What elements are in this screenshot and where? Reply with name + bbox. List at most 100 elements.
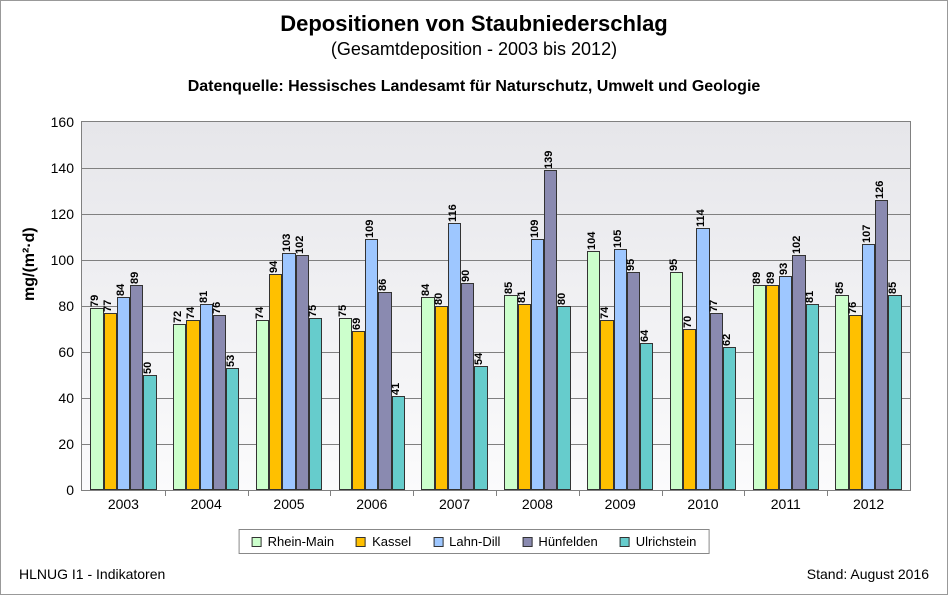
y-tick-label: 40 — [58, 390, 82, 406]
legend: Rhein-Main Kassel Lahn-Dill Hünfelden Ulrich… — [239, 529, 710, 554]
x-tick-mark — [330, 490, 331, 496]
x-tick-mark — [496, 490, 497, 496]
bar: 75 — [339, 318, 352, 491]
bar: 116 — [448, 223, 461, 490]
grid-line — [82, 168, 910, 169]
footer-left: HLNUG I1 - Indikatoren — [19, 566, 165, 582]
y-tick-label: 80 — [58, 298, 82, 314]
legend-item: Ulrichstein — [620, 534, 697, 549]
bar-value-label: 62 — [721, 334, 733, 346]
bar: 64 — [640, 343, 653, 490]
bar: 81 — [806, 304, 819, 490]
bar-value-label: 80 — [556, 293, 568, 305]
x-tick-label: 2008 — [522, 490, 553, 512]
bar: 103 — [282, 253, 295, 490]
bar: 80 — [557, 306, 570, 490]
legend-label: Hünfelden — [538, 534, 597, 549]
bar-value-label: 89 — [751, 272, 763, 284]
bar-value-label: 50 — [142, 362, 154, 374]
bar: 77 — [104, 313, 117, 490]
bar: 126 — [875, 200, 888, 490]
bar: 139 — [544, 170, 557, 490]
bar: 104 — [587, 251, 600, 490]
plot-area: 0204060801001201401602003797784895020047… — [81, 121, 911, 491]
bar: 85 — [835, 295, 848, 491]
bar: 95 — [670, 272, 683, 491]
legend-item: Hünfelden — [522, 534, 597, 549]
bar: 70 — [683, 329, 696, 490]
bar-value-label: 89 — [765, 272, 777, 284]
bar-value-label: 126 — [874, 181, 886, 199]
legend-item: Kassel — [356, 534, 411, 549]
bar-value-label: 116 — [447, 204, 459, 222]
legend-label: Kassel — [372, 534, 411, 549]
x-tick-mark — [413, 490, 414, 496]
bar: 72 — [173, 324, 186, 490]
bar-value-label: 41 — [390, 382, 402, 394]
bar-value-label: 79 — [89, 295, 101, 307]
bar: 54 — [474, 366, 487, 490]
bar-value-label: 94 — [268, 261, 280, 273]
bar-value-label: 107 — [861, 225, 873, 243]
bar-value-label: 77 — [708, 300, 720, 312]
bar: 94 — [269, 274, 282, 490]
bar: 114 — [696, 228, 709, 490]
bar: 90 — [461, 283, 474, 490]
bar-value-label: 89 — [129, 272, 141, 284]
bar: 75 — [309, 318, 322, 491]
grid-line — [82, 214, 910, 215]
x-tick-label: 2010 — [687, 490, 718, 512]
y-tick-label: 20 — [58, 436, 82, 452]
bar-value-label: 54 — [473, 353, 485, 365]
legend-swatch — [522, 537, 532, 547]
bar: 41 — [392, 396, 405, 490]
bar-value-label: 85 — [503, 281, 515, 293]
x-tick-label: 2004 — [191, 490, 222, 512]
bar-value-label: 85 — [834, 281, 846, 293]
bar-value-label: 74 — [599, 307, 611, 319]
bar-value-label: 72 — [172, 311, 184, 323]
bar-value-label: 85 — [887, 281, 899, 293]
bar-value-label: 93 — [778, 263, 790, 275]
y-axis-label: mg/(m²·d) — [21, 227, 39, 301]
legend-label: Lahn-Dill — [449, 534, 500, 549]
bar-value-label: 105 — [612, 229, 624, 247]
y-tick-label: 0 — [66, 482, 82, 498]
bar-value-label: 53 — [225, 355, 237, 367]
x-tick-label: 2012 — [853, 490, 884, 512]
legend-swatch — [433, 537, 443, 547]
x-tick-mark — [827, 490, 828, 496]
bar: 81 — [200, 304, 213, 490]
bar: 79 — [90, 308, 103, 490]
bar: 50 — [143, 375, 156, 490]
legend-swatch — [356, 537, 366, 547]
bar: 89 — [753, 285, 766, 490]
bar-value-label: 95 — [625, 258, 637, 270]
chart-subtitle: (Gesamtdeposition - 2003 bis 2012) — [1, 37, 947, 60]
bar: 74 — [186, 320, 199, 490]
bar-value-label: 81 — [198, 290, 210, 302]
bar-value-label: 109 — [529, 220, 541, 238]
bar-value-label: 102 — [294, 236, 306, 254]
y-tick-label: 140 — [51, 160, 82, 176]
bar-value-label: 64 — [639, 330, 651, 342]
x-tick-label: 2005 — [273, 490, 304, 512]
grid-line — [82, 260, 910, 261]
bar: 89 — [130, 285, 143, 490]
y-tick-label: 60 — [58, 344, 82, 360]
bar: 84 — [421, 297, 434, 490]
legend-item: Lahn-Dill — [433, 534, 500, 549]
y-tick-label: 100 — [51, 252, 82, 268]
y-tick-label: 120 — [51, 206, 82, 222]
legend-label: Rhein-Main — [268, 534, 334, 549]
bar-value-label: 95 — [668, 258, 680, 270]
bar-value-label: 86 — [377, 279, 389, 291]
bar: 105 — [614, 249, 627, 491]
bar-value-label: 74 — [254, 307, 266, 319]
x-tick-mark — [165, 490, 166, 496]
bar-value-label: 84 — [420, 284, 432, 296]
footer-right: Stand: August 2016 — [807, 566, 929, 582]
chart-title: Depositionen von Staubniederschlag — [1, 1, 947, 37]
chart-source: Datenquelle: Hessisches Landesamt für Na… — [1, 60, 947, 96]
bar-value-label: 70 — [682, 316, 694, 328]
